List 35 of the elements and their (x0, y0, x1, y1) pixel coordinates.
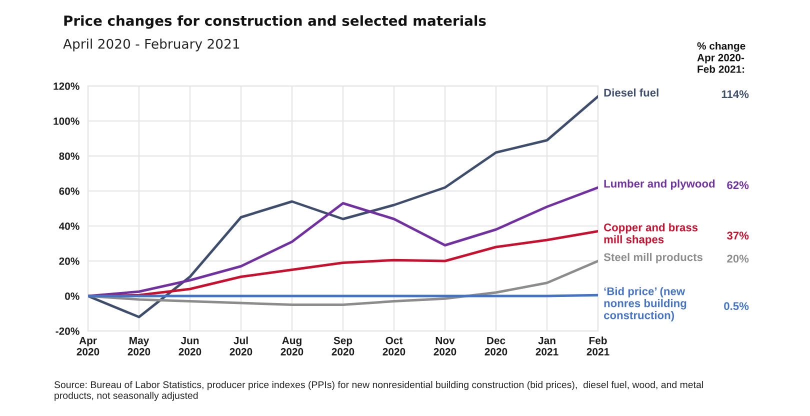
x-tick-label: Jun 2020 (178, 336, 202, 356)
text: 114% (722, 90, 749, 98)
series-label: Lumber and plywood (604, 179, 715, 190)
y-tick-label: 40% (58, 222, 80, 230)
y-tick-label: 100% (54, 118, 80, 125)
y-tick-label: 80% (59, 152, 80, 160)
x-tick-label: Sep 2020 (332, 336, 354, 356)
text: 20% (727, 254, 749, 263)
series-label: Steel mill products (604, 252, 703, 264)
x-tick-label: Aug 2020 (280, 336, 304, 356)
text: 37% (726, 232, 749, 240)
source-note: Source: Bureau of Labor Statistics, producer price indexes (PPIs) for new nonresidential building construction (bid prices), diesel fuel, wood, and metal products, not seasonally adjusted (54, 381, 703, 401)
x-tick-label: Apr 2020 (76, 336, 100, 356)
y-tick-label: 20% (59, 258, 80, 265)
series-label: Copper and brass mill shapes (604, 223, 698, 246)
x-tick-label: Dec 2020 (484, 336, 508, 356)
y-tick-label: 60% (59, 188, 80, 195)
chart-subtitle: April 2020 - February 2021 (63, 38, 240, 52)
x-tick-label: Feb 2021 (586, 336, 610, 356)
text: % change Apr 2020- Feb 2021: (697, 42, 746, 73)
line-series (88, 95, 598, 318)
text: 0.5% (724, 302, 749, 310)
x-tick-label: Jul 2020 (230, 336, 252, 356)
text: 62% (727, 181, 749, 190)
x-tick-label: May 2020 (128, 336, 150, 356)
chart-title: Price changes for construction and selected materials (64, 15, 486, 29)
x-tick-label: Jan 2021 (536, 336, 558, 356)
y-tick-label: 0% (65, 292, 80, 300)
series-label: ‘Bid price’ (new nonres building construction) (604, 287, 686, 322)
x-tick-label: Oct 2020 (382, 336, 406, 356)
line-series (88, 260, 598, 306)
y-tick-label: -20% (56, 328, 80, 335)
series-label: Diesel fuel (604, 88, 658, 97)
x-tick-label: Nov 2020 (434, 336, 456, 356)
y-tick-label: 120% (54, 82, 80, 90)
